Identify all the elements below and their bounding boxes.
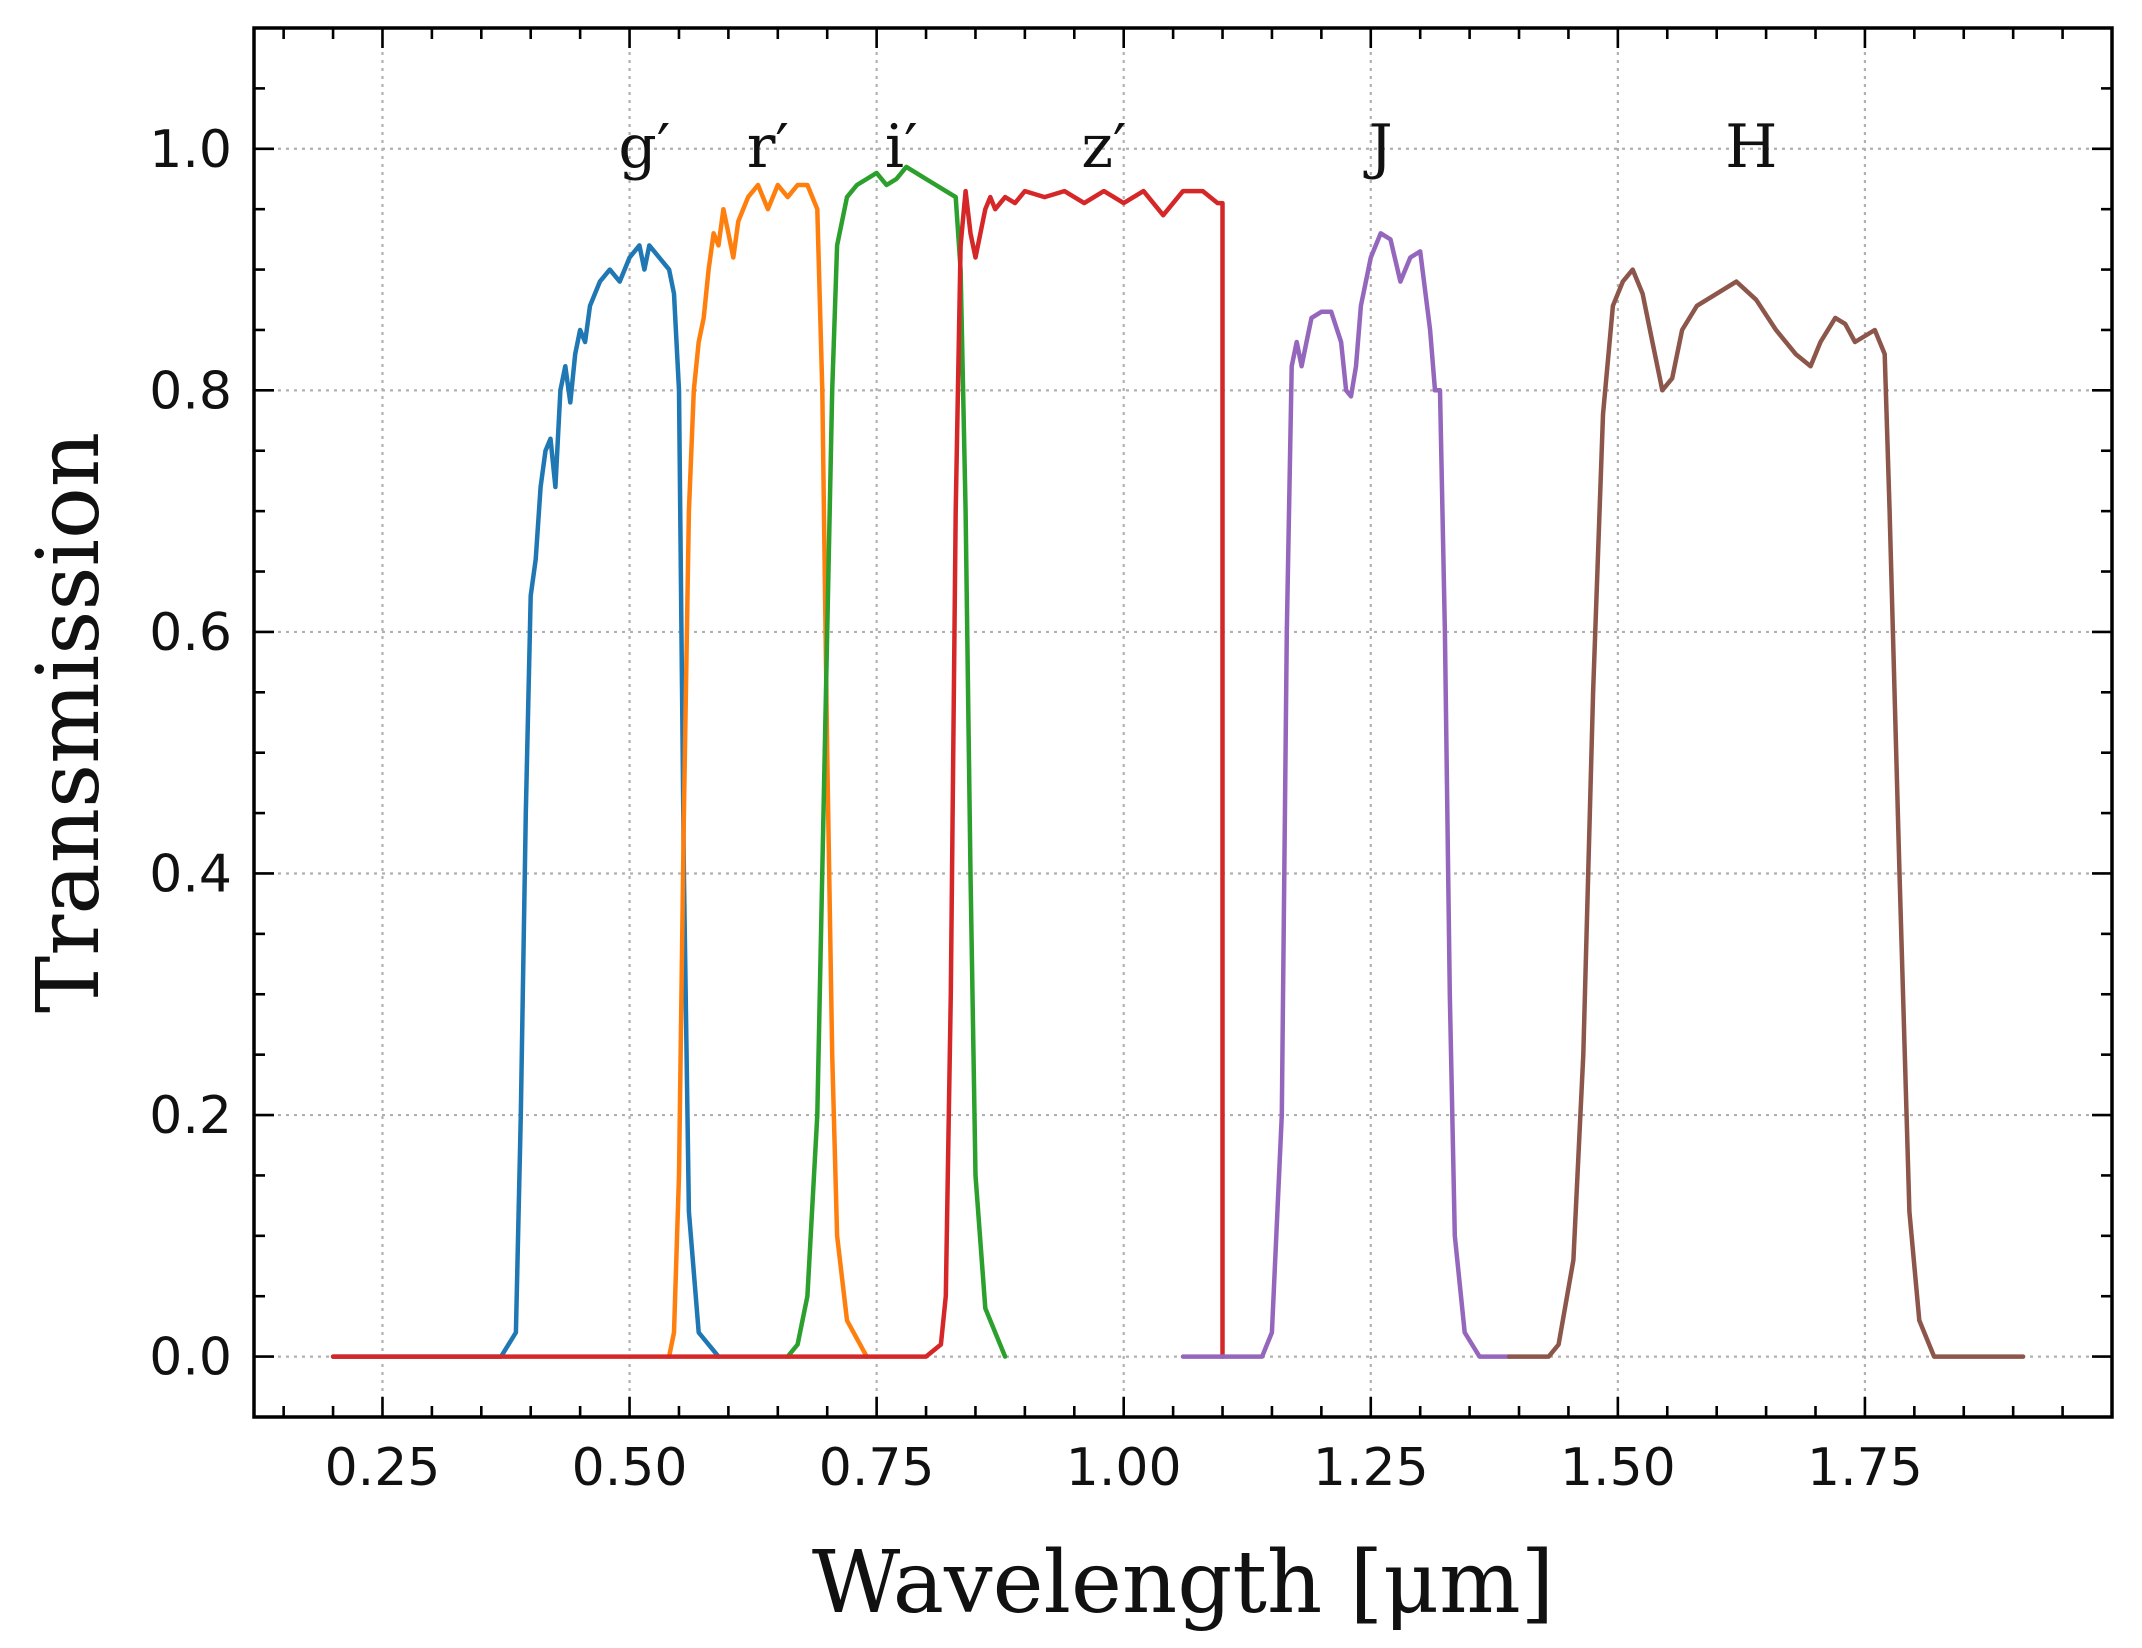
series-line-0 — [330, 243, 721, 1359]
x-tick-label: 0.75 — [819, 1438, 935, 1498]
x-tick-label: 1.50 — [1560, 1438, 1676, 1498]
series-line-1 — [666, 182, 869, 1359]
y-tick-label: 1.0 — [149, 120, 232, 180]
y-tick-label: 0.4 — [149, 844, 232, 904]
series-lines — [330, 164, 2026, 1359]
band-label: g′ — [618, 112, 670, 182]
x-tick-label: 0.50 — [572, 1438, 688, 1498]
tick-labels: 0.25 0.50 0.75 1.00 1.25 1.50 1.75 0.0 0.2 0.4 0.6… — [149, 120, 1923, 1498]
y-tick-label: 0.0 — [149, 1328, 232, 1388]
x-tick-label: 1.25 — [1313, 1438, 1429, 1498]
band-label: r′ — [747, 112, 789, 182]
band-label: i′ — [885, 112, 918, 182]
x-tick-label: 1.75 — [1807, 1438, 1923, 1498]
series-line-3 — [330, 188, 1225, 1359]
x-tick-label: 1.00 — [1066, 1438, 1182, 1498]
y-axis-label: Transmission — [19, 432, 119, 1013]
band-label: z′ — [1081, 112, 1126, 182]
series-line-5 — [1506, 267, 2026, 1359]
series-line-2 — [785, 164, 1008, 1359]
y-tick-label: 0.8 — [149, 361, 232, 421]
axis-ticks — [254, 28, 2112, 1417]
y-tick-label: 0.6 — [149, 603, 232, 663]
series-line-4 — [1180, 231, 1512, 1359]
x-tick-label: 0.25 — [325, 1438, 441, 1498]
band-labels: g′ r′ i′ z′ J H — [618, 112, 1777, 182]
plot-frame — [252, 26, 2114, 1419]
band-label: H — [1725, 112, 1777, 182]
x-axis-label: Wavelength [μm] — [812, 1533, 1554, 1633]
y-tick-label: 0.2 — [149, 1086, 232, 1146]
